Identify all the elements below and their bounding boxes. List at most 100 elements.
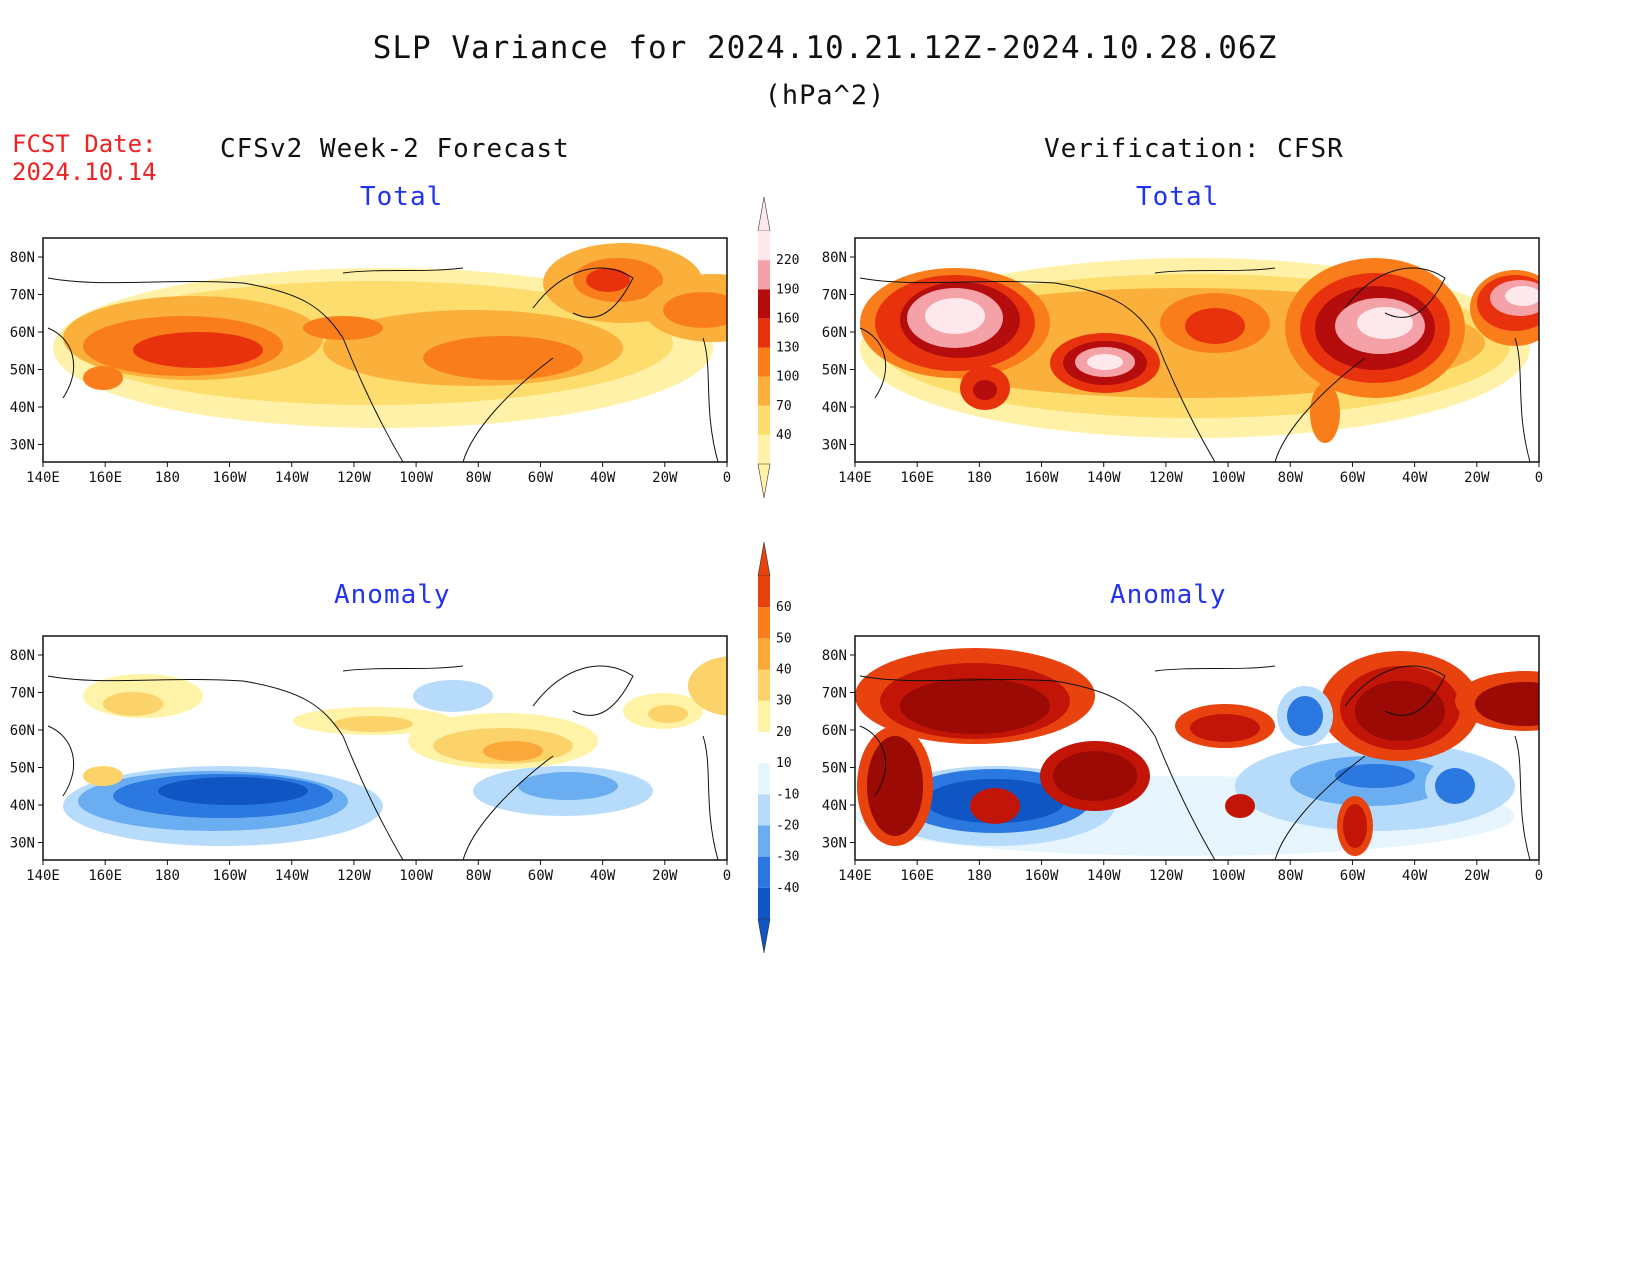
- colorbar-anomaly-svg: -40 -30 -20 -10 10 20 30 40 50 60: [757, 541, 799, 954]
- x-tick-label: 100W: [1211, 868, 1245, 884]
- coastline-layer: [859, 267, 1531, 462]
- colorbar-level-label: 100: [776, 370, 799, 385]
- shading-contour: [1475, 682, 1539, 726]
- top-left-subtitle: Total: [360, 182, 444, 212]
- x-tick-label: 140E: [838, 868, 872, 884]
- y-tick-label: 70N: [10, 686, 35, 702]
- fcst-date-label: FCST Date:: [12, 130, 157, 158]
- x-tick-label: 40W: [590, 868, 616, 884]
- forecast-total-map: 140E 160E 180 160W 140W 120W 100W 80W 60W 40W 20W 0…: [10, 237, 731, 486]
- y-tick-label: 50N: [10, 363, 35, 379]
- shading-contour: [925, 298, 985, 334]
- colorbar-level-label: 10: [776, 756, 792, 771]
- colorbar-swatch: [758, 576, 770, 608]
- top-right-subtitle: Total: [1136, 182, 1220, 212]
- coastline: [1274, 357, 1366, 462]
- colorbar-swatch: [758, 376, 770, 406]
- shading-contour: [970, 788, 1020, 824]
- coastline: [859, 327, 887, 399]
- shading-contour: [663, 292, 727, 328]
- colorbar-swatch: [758, 794, 770, 826]
- x-tick-label: 160W: [1025, 470, 1059, 486]
- x-tick-label: 80W: [466, 868, 492, 884]
- main-title: SLP Variance for 2024.10.21.12Z-2024.10.…: [372, 30, 1278, 66]
- colorbar-swatch: [758, 405, 770, 435]
- colorbar-level-label: -40: [776, 881, 799, 896]
- coastline: [342, 267, 464, 274]
- y-tick-label: 80N: [10, 648, 35, 664]
- y-tick-label: 60N: [822, 723, 847, 739]
- x-tick-label: 0: [1535, 868, 1543, 884]
- coastline: [462, 755, 554, 860]
- shading-contour: [1357, 307, 1413, 339]
- y-tick-label: 80N: [822, 250, 847, 266]
- shading-contour: [1355, 681, 1445, 741]
- colorbar-level-label: 190: [776, 282, 799, 297]
- shading-contour: [586, 268, 630, 292]
- y-tick-label: 80N: [822, 648, 847, 664]
- coastline: [47, 675, 344, 737]
- y-tick-label: 70N: [822, 288, 847, 304]
- shading-contour: [688, 656, 727, 716]
- colorbar-top-arrow: [757, 541, 771, 577]
- y-tick-label: 50N: [10, 761, 35, 777]
- coastline: [1274, 755, 1366, 860]
- colorbar-level-label: 70: [776, 399, 792, 414]
- coastline: [342, 735, 404, 860]
- y-tick-label: 40N: [10, 798, 35, 814]
- shading-contour: [423, 336, 583, 380]
- colorbar-top-arrow: [757, 196, 771, 232]
- coastline: [1154, 267, 1276, 274]
- map-panel-forecast-total: 140E 160E 180 160W 140W 120W 100W 80W 60W 40W 20W 0…: [0, 230, 740, 495]
- y-tick-label: 50N: [822, 761, 847, 777]
- verification-anomaly-map: 140E 160E 180 160W 140W 120W 100W 80W 60W 40W 20W 0…: [822, 635, 1543, 884]
- map-frame: [854, 635, 1540, 861]
- colorbar-swatch: [758, 260, 770, 290]
- shading-contour: [413, 680, 493, 712]
- x-tick-label: 20W: [652, 868, 678, 884]
- verification-total-map: 140E 160E 180 160W 140W 120W 100W 80W 60W 40W 20W 0…: [822, 237, 1543, 486]
- y-tick-label: 60N: [822, 325, 847, 341]
- colorbar-level-label: 220: [776, 253, 799, 268]
- x-tick-label: 140W: [275, 868, 309, 884]
- colorbar-level-label: -20: [776, 818, 799, 833]
- coastline: [1154, 735, 1216, 860]
- y-tick-label: 70N: [822, 686, 847, 702]
- bottom-right-subtitle: Anomaly: [1110, 580, 1227, 610]
- colorbar-swatch: [758, 763, 770, 795]
- x-tick-label: 0: [723, 868, 731, 884]
- colorbar-swatch: [758, 669, 770, 701]
- x-tick-label: 20W: [652, 470, 678, 486]
- colorbar-level-label: 30: [776, 694, 792, 709]
- colorbar-swatch: [758, 700, 770, 732]
- shading-contour: [483, 741, 543, 761]
- colorbar-level-label: -30: [776, 850, 799, 865]
- x-tick-label: 100W: [399, 868, 433, 884]
- y-tick-label: 70N: [10, 288, 35, 304]
- coastline: [342, 337, 404, 462]
- x-tick-label: 40W: [1402, 868, 1428, 884]
- colorbar-level-label: -10: [776, 787, 799, 802]
- colorbar-bottom-arrow: [757, 918, 771, 954]
- colorbar-total-svg: 40 70 100 130 160 190 220: [757, 196, 799, 499]
- map-panel-forecast-anomaly: 140E 160E 180 160W 140W 120W 100W 80W 60W 40W 20W 0…: [0, 628, 740, 893]
- fcst-date-value: 2024.10.14: [12, 158, 157, 186]
- map-frame: [854, 237, 1540, 463]
- x-tick-label: 160E: [88, 868, 122, 884]
- colorbar-swatch: [758, 318, 770, 348]
- colorbar-level-label: 60: [776, 600, 792, 615]
- coastline: [1154, 665, 1276, 672]
- y-tick-label: 50N: [822, 363, 847, 379]
- x-tick-label: 180: [967, 868, 992, 884]
- coastline: [1154, 337, 1216, 462]
- colorbar-bottom-arrow: [757, 463, 771, 499]
- x-tick-label: 140E: [26, 868, 60, 884]
- colorbar-swatch: [758, 638, 770, 670]
- colorbar-level-label: 50: [776, 631, 792, 646]
- coastline: [532, 665, 634, 716]
- shading-contour: [133, 332, 263, 368]
- forecast-anomaly-map: 140E 160E 180 160W 140W 120W 100W 80W 60W 40W 20W 0…: [10, 635, 731, 884]
- map-panel-verification-anomaly: 140E 160E 180 160W 140W 120W 100W 80W 60W 40W 20W 0…: [812, 628, 1552, 893]
- bottom-left-subtitle: Anomaly: [334, 580, 451, 610]
- colorbar-level-label: 20: [776, 725, 792, 740]
